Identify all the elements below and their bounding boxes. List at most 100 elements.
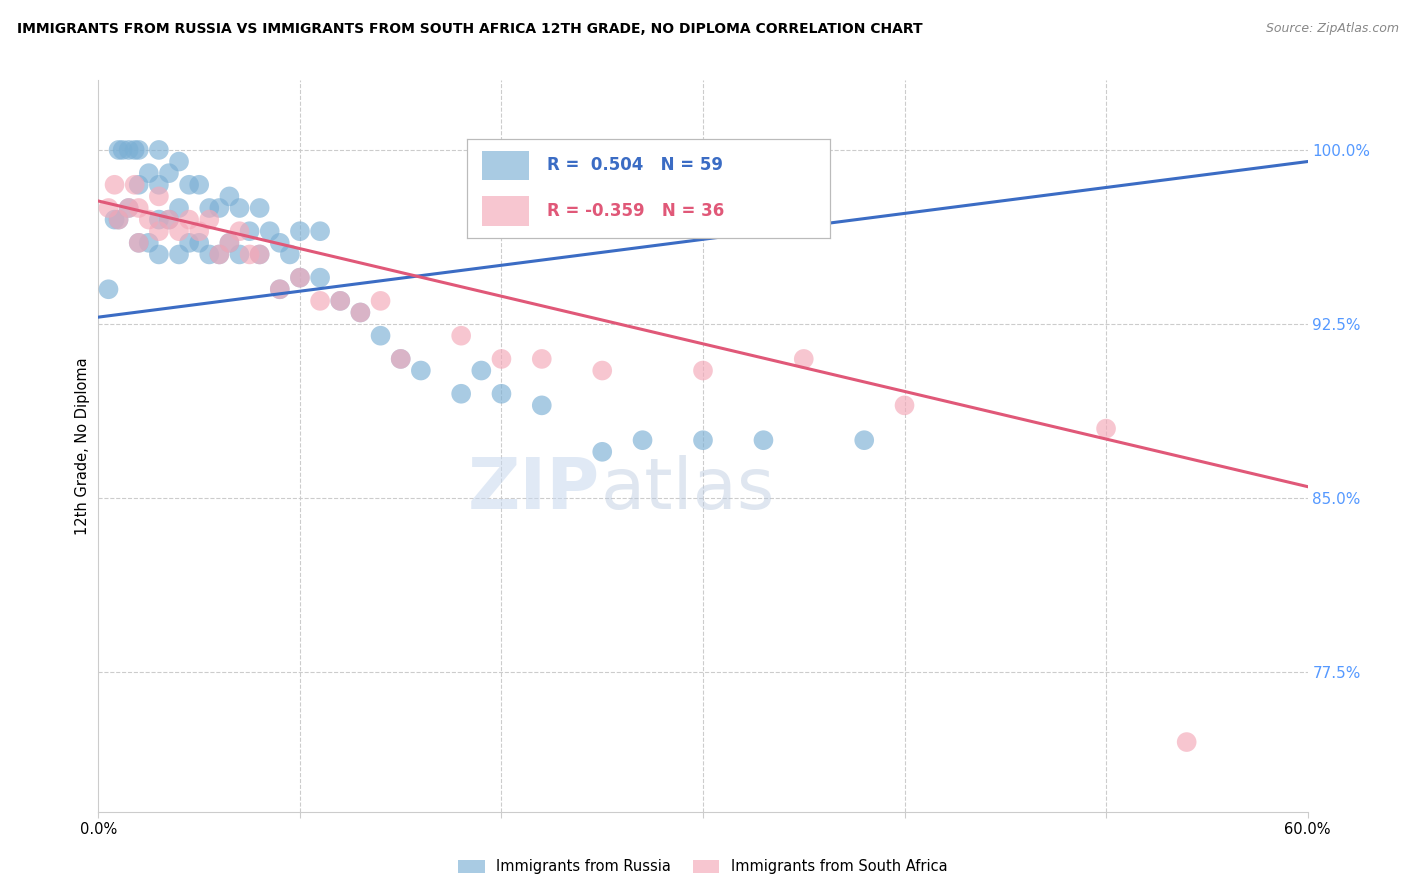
Point [288,270,311,285]
Point [239,224,262,238]
Point [389,351,412,366]
Point [198,247,221,261]
Point [470,363,492,377]
Point [370,293,392,308]
Point [138,235,160,250]
Point [107,212,129,227]
Point [148,247,170,261]
Point [208,247,231,261]
Point [591,363,613,377]
Point [269,282,291,296]
Point [138,166,160,180]
Point [118,201,141,215]
Point [138,212,160,227]
Text: ZIP: ZIP [468,456,600,524]
Point [793,351,815,366]
Point [218,235,240,250]
Point [118,143,141,157]
Point [752,433,775,447]
Point [103,178,125,192]
Point [692,363,714,377]
Point [692,433,714,447]
Point [349,305,371,319]
Point [450,386,472,401]
Point [239,247,262,261]
Point [128,143,150,157]
Point [179,178,201,192]
Point [329,293,352,308]
Point [259,224,281,238]
Point [128,178,150,192]
Point [309,224,332,238]
Point [491,351,513,366]
Point [491,386,513,401]
Point [228,224,250,238]
Point [124,143,146,157]
Text: IMMIGRANTS FROM RUSSIA VS IMMIGRANTS FROM SOUTH AFRICA 12TH GRADE, NO DIPLOMA CO: IMMIGRANTS FROM RUSSIA VS IMMIGRANTS FRO… [17,22,922,37]
Point [179,212,201,227]
Point [198,201,221,215]
Point [111,143,134,157]
Point [148,189,170,203]
Text: atlas: atlas [600,456,775,524]
Point [124,178,146,192]
Point [1095,421,1118,435]
Point [591,445,613,459]
Point [167,224,190,238]
Point [128,235,150,250]
Point [249,247,271,261]
Point [167,247,190,261]
Point [103,212,125,227]
Point [288,270,311,285]
Point [157,166,180,180]
Point [288,224,311,238]
Point [269,235,291,250]
Point [893,398,915,412]
Point [450,328,472,343]
Point [128,201,150,215]
Point [1175,735,1198,749]
Point [409,363,432,377]
Point [107,143,129,157]
Point [128,235,150,250]
Point [148,212,170,227]
Y-axis label: 12th Grade, No Diploma: 12th Grade, No Diploma [75,357,90,535]
Point [148,224,170,238]
Point [179,235,201,250]
Point [853,433,876,447]
Point [329,293,352,308]
Point [370,328,392,343]
Point [249,247,271,261]
Point [228,201,250,215]
Point [309,270,332,285]
Point [228,247,250,261]
Point [278,247,301,261]
Point [631,433,654,447]
Point [157,212,180,227]
Point [148,178,170,192]
Point [167,201,190,215]
Point [349,305,371,319]
Point [530,351,553,366]
Point [309,293,332,308]
Point [218,189,240,203]
Point [188,224,211,238]
Point [97,282,120,296]
Point [188,235,211,250]
Point [389,351,412,366]
Point [97,201,120,215]
Point [530,398,553,412]
Point [167,154,190,169]
Point [218,235,240,250]
Point [269,282,291,296]
Legend: Immigrants from Russia, Immigrants from South Africa: Immigrants from Russia, Immigrants from … [453,854,953,880]
Point [208,201,231,215]
Point [107,212,129,227]
Point [249,201,271,215]
Point [188,178,211,192]
Point [208,247,231,261]
Text: Source: ZipAtlas.com: Source: ZipAtlas.com [1265,22,1399,36]
Point [198,212,221,227]
Point [157,212,180,227]
Point [118,201,141,215]
